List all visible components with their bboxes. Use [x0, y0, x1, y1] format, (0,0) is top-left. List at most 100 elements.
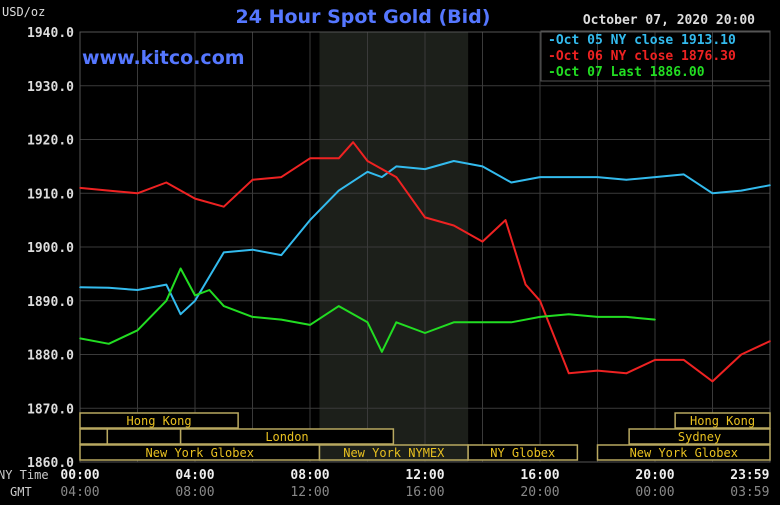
data-point: [510, 181, 513, 184]
data-point: [625, 316, 628, 318]
data-point: [352, 141, 354, 143]
market-sessions: Hong Kong Hong Kong London Sydney New York G…: [79, 412, 771, 461]
data-point: [567, 372, 570, 375]
data-point: [107, 189, 110, 192]
session-label: London: [265, 430, 308, 444]
data-point: [481, 165, 484, 168]
x-tick-label-gmt: 16:00: [405, 485, 444, 500]
data-point: [79, 286, 81, 289]
data-point: [337, 157, 340, 160]
axes: 1940.0 1930.0 1920.0 1910.0 1900.0 1890.0 1880…: [0, 26, 769, 500]
x-tick-label-gmt: 04:00: [60, 485, 99, 500]
x-tick-label-gmt: 03:59: [730, 485, 769, 500]
data-point: [179, 313, 182, 315]
data-point: [251, 248, 254, 251]
session-label: New York Globex: [146, 446, 254, 460]
data-point: [567, 313, 570, 315]
data-point: [654, 176, 656, 178]
y-tick-label: 1880.0: [27, 349, 74, 364]
legend-box: [540, 30, 771, 82]
session-bar: [79, 428, 109, 445]
data-point: [596, 369, 599, 372]
x-tick-label-ny: 08:00: [290, 468, 329, 483]
x-tick-label-gmt: 00:00: [635, 485, 674, 500]
data-point: [452, 224, 455, 227]
data-point: [596, 176, 599, 178]
x-tick-label-ny: 00:00: [60, 468, 99, 483]
data-point: [337, 189, 340, 192]
session-bar: [467, 444, 579, 461]
data-point: [165, 299, 168, 302]
data-point: [280, 254, 283, 256]
data-point: [165, 181, 168, 184]
data-point: [539, 299, 541, 302]
data-point: [309, 219, 311, 221]
data-point: [395, 176, 398, 178]
data-point: [395, 165, 398, 168]
data-point: [740, 353, 743, 356]
session-bar: [674, 412, 771, 429]
data-point: [251, 316, 254, 318]
data-point: [208, 289, 211, 291]
data-point: [222, 205, 225, 208]
data-point: [381, 176, 383, 178]
data-point: [424, 216, 426, 219]
session-label: Hong Kong: [690, 414, 755, 428]
x-tick-label-ny: 16:00: [520, 468, 559, 483]
legend-entry: -Oct 05 NY close 1913.10: [548, 33, 736, 48]
session-bar: [596, 444, 771, 461]
data-point: [136, 289, 139, 291]
data-point: [79, 187, 81, 189]
session-bar: [79, 412, 239, 429]
data-point: [309, 157, 311, 160]
data-point: [654, 359, 656, 361]
y-tick-label: 1900.0: [27, 241, 74, 256]
data-point: [524, 283, 527, 286]
data-point: [625, 179, 628, 181]
series-lines: [79, 141, 771, 383]
x-tick-label-ny: 23:59: [730, 468, 769, 483]
data-point: [711, 380, 714, 383]
y-tick-label: 1870.0: [27, 402, 74, 417]
data-point: [107, 287, 110, 289]
data-point: [179, 267, 182, 270]
y-tick-label: 1940.0: [27, 26, 74, 41]
x-tick-label-ny: 04:00: [175, 468, 214, 483]
data-point: [251, 179, 254, 181]
data-point: [711, 192, 714, 195]
session-bar: [179, 428, 395, 445]
session-label: NY Globex: [490, 446, 555, 460]
data-point: [481, 240, 484, 243]
plot-border: [79, 31, 771, 463]
data-point: [654, 318, 656, 321]
session-label: New York NYMEX: [343, 446, 445, 460]
session-label: Hong Kong: [127, 414, 192, 428]
session-bar: [628, 428, 771, 445]
data-point: [280, 176, 283, 178]
data-point: [682, 359, 685, 361]
data-point: [769, 184, 771, 186]
legend: -Oct 05 NY close 1913.10-Oct 06 NY close…: [540, 30, 771, 82]
y-tick-label: 1930.0: [27, 80, 74, 95]
x-axis-label-ny: NY Time: [0, 468, 49, 482]
data-point: [366, 170, 369, 173]
data-point: [682, 173, 685, 176]
y-tick-label: 1860.0: [27, 456, 74, 471]
y-tick-label: 1910.0: [27, 187, 74, 202]
legend-entry: -Oct 06 NY close 1876.30: [548, 49, 736, 64]
data-point: [769, 340, 771, 342]
x-tick-label-gmt: 12:00: [290, 485, 329, 500]
data-point: [366, 160, 369, 162]
data-point: [280, 318, 283, 321]
session-label: New York Globex: [630, 446, 738, 460]
x-axis-label-gmt: GMT: [10, 485, 32, 499]
y-tick-label: 1890.0: [27, 295, 74, 310]
data-point: [366, 321, 369, 324]
x-tick-label-gmt: 20:00: [520, 485, 559, 500]
data-point: [452, 321, 455, 324]
legend-entry: -Oct 07 Last 1886.00: [548, 65, 705, 80]
data-point: [194, 197, 196, 200]
session-label: Sydney: [678, 430, 721, 444]
chart-title: 24 Hour Spot Gold (Bid): [236, 6, 491, 28]
